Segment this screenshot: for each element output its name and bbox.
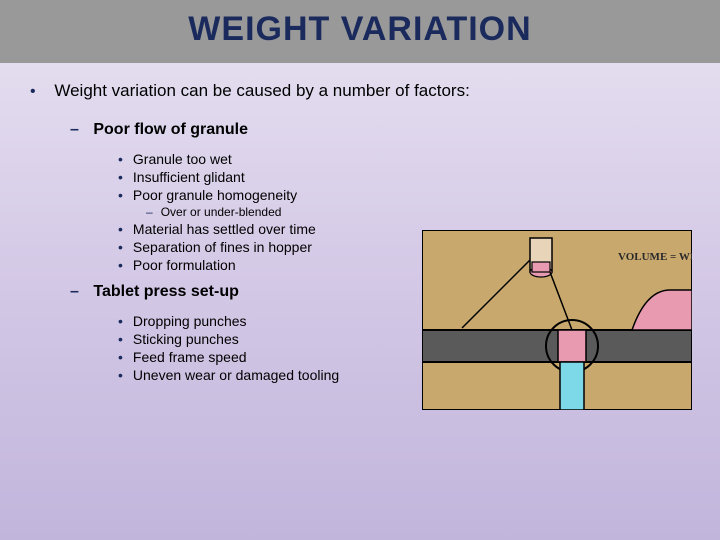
main-bullet-text: Weight variation can be caused by a numb… (54, 81, 469, 100)
section2-heading: Tablet press set-up (93, 283, 239, 300)
list-subitem: Over or under-blended (146, 205, 690, 219)
figure-label: VOLUME = WEIGHT (618, 251, 692, 263)
list-item: Insufficient glidant (118, 169, 690, 185)
section1-heading: Poor flow of granule (93, 121, 248, 138)
title-bar: WEIGHT VARIATION (0, 0, 720, 63)
tablet-press-diagram: VOLUME = WEIGHT (422, 230, 692, 410)
list-item: Granule too wet (118, 151, 690, 167)
list-item: Poor granule homogeneity Over or under-b… (118, 187, 690, 219)
page-title: WEIGHT VARIATION (0, 10, 720, 49)
